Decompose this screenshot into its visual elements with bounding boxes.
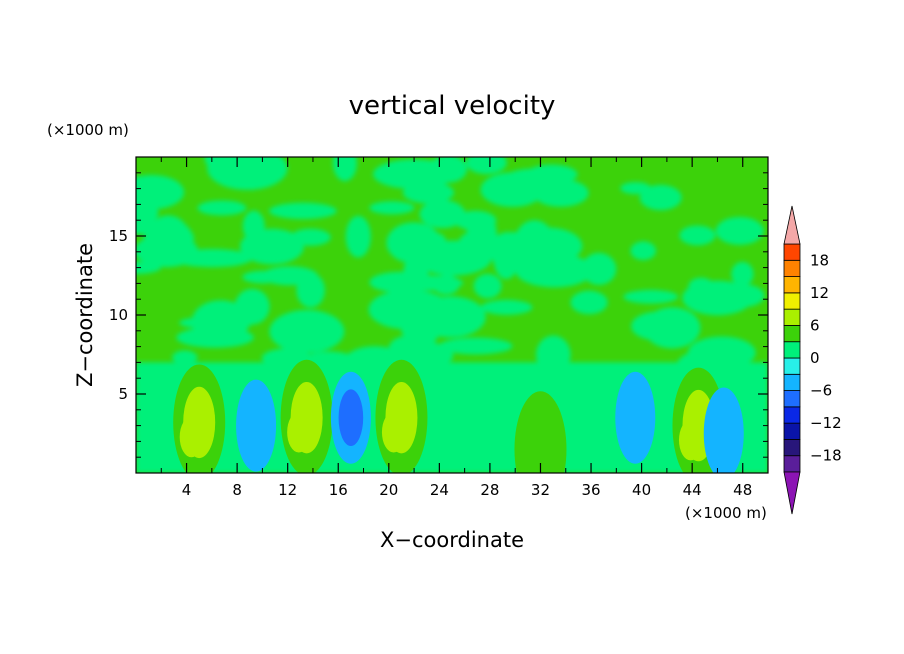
y-axis-label: Z−coordinate [73,243,97,387]
colorbar-swatch [783,422,801,440]
texture-patch [136,220,178,235]
texture-patch [136,261,161,274]
texture-patch [373,159,456,190]
texture-patch [369,201,415,215]
colorbar-tick-label: −6 [810,382,832,400]
texture-patch [639,184,682,211]
texture-patch [454,210,497,231]
colorbar-swatch [783,276,801,294]
velocity-cell-core [520,443,545,473]
x-ticks: 4 8 12 16 20 24 28 32 36 40 44 48 [160,157,752,499]
colorbar-swatch [783,455,801,473]
colorbar-swatch [783,292,801,310]
chart-title: vertical velocity [349,91,556,121]
colorbar-swatch [783,357,801,375]
texture-patch [438,337,513,355]
colorbar-tick-label: 12 [810,284,829,302]
texture-patch [197,200,247,216]
texture-patch [204,157,279,180]
x-tick-label: 16 [329,481,348,499]
texture-patch [345,215,371,258]
colorbar-swatch [783,390,801,408]
texture-patch [368,289,451,330]
texture-patch [172,350,198,365]
texture-patch [290,228,331,246]
texture-patch [415,240,492,276]
y-tick-label: 10 [109,306,128,324]
x-tick-label: 20 [379,481,398,499]
colorbar-swatch [783,308,801,326]
x-tick-label: 40 [632,481,651,499]
texture-patch [715,216,764,245]
texture-patch [480,172,545,207]
colorbar-swatch [783,259,801,277]
texture-patch [630,241,657,261]
velocity-cell [338,389,364,447]
colorbar-tick-label: −12 [810,414,842,432]
texture-patch [261,266,318,286]
texture-patch [723,284,765,307]
texture-patch [570,290,608,315]
plot-area [136,157,768,473]
y-tick-label: 15 [109,227,128,245]
texture-patch [514,220,555,263]
colorbar-tick-label: 6 [810,316,820,334]
colorbar-tick-label: 18 [810,251,829,269]
texture-patch [396,346,445,361]
texture-patch [269,309,345,353]
velocity-cell-core [179,416,204,458]
velocity-features [173,359,744,473]
texture-patch [623,289,679,304]
texture-patch [191,300,250,344]
velocity-cell [615,371,656,464]
velocity-cell-core [287,411,311,453]
colorbar-swatch [783,439,801,457]
x-tick-label: 28 [480,481,499,499]
colorbar-over-arrow [783,205,801,245]
texture-patch [643,307,701,349]
texture-patch [136,174,185,210]
velocity-cell [703,387,744,473]
x-tick-label: 36 [581,481,600,499]
x-tick-label: 8 [232,481,242,499]
colorbar: 18 12 6 0 −6 −12 −18 [783,205,842,515]
texture-patch [731,261,754,287]
colorbar-under-arrow [783,471,801,515]
texture-patch [242,210,265,242]
x-unit-label: (×1000 m) [685,504,767,522]
texture-patch [581,252,617,286]
x-tick-label: 24 [430,481,449,499]
velocity-cell-core [381,411,406,453]
y-unit-label: (×1000 m) [47,121,129,139]
y-ticks: 5 10 15 [109,172,768,458]
x-tick-label: 44 [683,481,702,499]
texture-patch [385,275,464,291]
texture-patch [419,199,466,229]
velocity-cell-core [678,419,703,461]
x-tick-label: 48 [733,481,752,499]
colorbar-tick-label: 0 [810,349,820,367]
x-tick-label: 4 [182,481,192,499]
texture-patch [136,201,159,225]
texture-patch [679,225,716,246]
x-tick-label: 12 [278,481,297,499]
texture-patch [466,157,507,175]
colorbar-swatch [783,243,801,261]
colorbar-swatch [783,373,801,391]
colorbar-swatch [783,406,801,424]
y-tick-label: 5 [118,385,128,403]
texture-patch [473,273,502,299]
texture-patch [480,299,533,315]
x-axis-label: X−coordinate [380,528,524,552]
colorbar-swatch [783,325,801,343]
colorbar-tick-label: −18 [810,447,842,465]
texture-patch [332,157,357,182]
colorbar-swatch [783,341,801,359]
texture-patch [403,181,454,204]
velocity-cell [236,379,277,472]
x-tick-label: 32 [531,481,550,499]
texture-patch [269,202,337,219]
